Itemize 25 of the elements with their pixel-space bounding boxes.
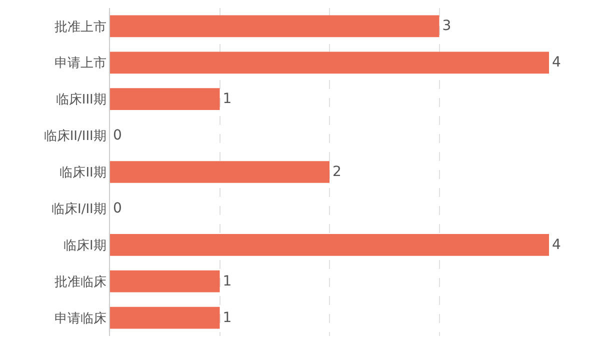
y-tick-label: 批准临床 bbox=[54, 274, 106, 290]
data-label: 4 bbox=[552, 236, 561, 253]
data-label: 3 bbox=[442, 18, 452, 34]
bar bbox=[110, 52, 549, 74]
data-label: 0 bbox=[113, 200, 122, 216]
data-label: 0 bbox=[113, 128, 122, 144]
bar bbox=[110, 270, 220, 292]
data-label: 1 bbox=[222, 273, 232, 290]
data-label: 4 bbox=[552, 54, 561, 71]
y-tick-label: 临床I/II期 bbox=[52, 202, 106, 217]
y-tick-label: 申请上市 bbox=[54, 56, 106, 72]
bar bbox=[110, 88, 220, 110]
bar bbox=[110, 15, 440, 38]
data-label: 1 bbox=[222, 310, 232, 326]
y-tick-label: 临床III期 bbox=[56, 92, 106, 108]
y-tick-label: 申请临床 bbox=[54, 311, 106, 326]
y-tick-label: 临床II/III期 bbox=[44, 129, 106, 144]
y-tick-label: 临床II期 bbox=[60, 166, 106, 181]
y-tick-label: 临床I期 bbox=[64, 238, 106, 254]
data-label: 2 bbox=[332, 164, 342, 180]
bar bbox=[110, 306, 220, 329]
bar bbox=[110, 161, 330, 183]
y-tick-label: 批准上市 bbox=[54, 20, 106, 35]
data-label: 1 bbox=[222, 91, 232, 108]
bar bbox=[110, 234, 549, 256]
